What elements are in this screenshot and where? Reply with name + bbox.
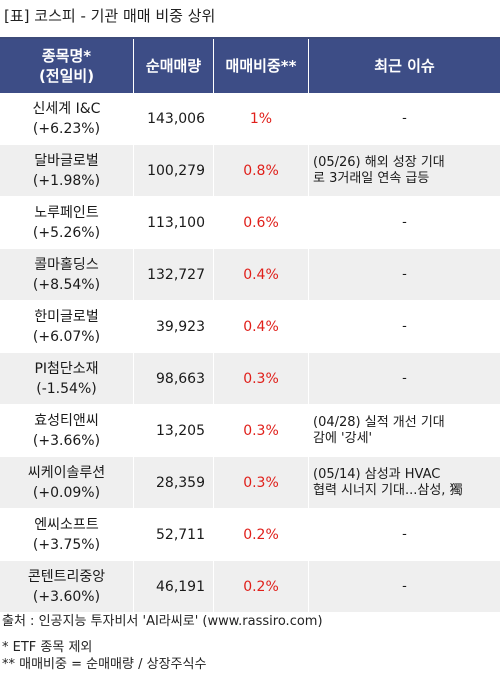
trade-ratio: 0.3% <box>214 353 309 404</box>
table-row: 신세계 I&C (+6.23%) 143,006 1% - <box>0 93 500 145</box>
trade-ratio: 0.4% <box>214 301 309 352</box>
net-volume: 143,006 <box>134 93 214 144</box>
stock-change: (+8.54%) <box>32 276 101 293</box>
stock-name-cell: 씨케이솔루션 (+0.09%) <box>0 457 134 508</box>
stock-name-cell: 효성티앤씨 (+3.66%) <box>0 405 134 456</box>
stock-name: 엔씨소프트 <box>34 516 99 533</box>
table-row: 달바글로벌 (+1.98%) 100,279 0.8% (05/26) 해외 성장 기대… <box>0 145 500 197</box>
table-row: 씨케이솔루션 (+0.09%) 28,359 0.3% (05/14) 삼성과 HVAC… <box>0 457 500 509</box>
stock-name-cell: 달바글로벌 (+1.98%) <box>0 145 134 196</box>
stock-change: (+3.75%) <box>32 536 101 553</box>
recent-issue: - <box>402 526 407 542</box>
stock-name: 콘텐트리중앙 <box>27 568 106 585</box>
stock-name: 달바글로벌 <box>34 152 99 169</box>
table-row: 노루페인트 (+5.26%) 113,100 0.6% - <box>0 197 500 249</box>
stock-change: (+0.09%) <box>32 484 101 501</box>
stock-name-cell: 콜마홀딩스 (+8.54%) <box>0 249 134 300</box>
stock-name: 씨케이솔루션 <box>27 464 106 481</box>
table-header: 종목명* (전일비) 순매매량 매매비중** 최근 이슈 <box>0 39 500 93</box>
source-note: 출처 : 인공지능 투자비서 'AI라씨로' (www.rassiro.com) <box>2 614 323 629</box>
trade-ratio: 0.8% <box>214 145 309 196</box>
recent-issue: - <box>402 578 407 594</box>
stock-change: (+5.26%) <box>32 224 101 241</box>
table-row: 엔씨소프트 (+3.75%) 52,711 0.2% - <box>0 509 500 561</box>
footnote-ratio: ** 매매비중 = 순매매량 / 상장주식수 <box>2 657 207 672</box>
trade-ratio: 0.2% <box>214 509 309 560</box>
stock-change: (+3.66%) <box>32 432 101 449</box>
stock-name-cell: 신세계 I&C (+6.23%) <box>0 93 134 144</box>
page-title: [표] 코스피 - 기관 매매 비중 상위 <box>4 7 216 25</box>
header-trade-ratio: 매매비중** <box>214 39 309 93</box>
table-row: PI첨단소재 (-1.54%) 98,663 0.3% - <box>0 353 500 405</box>
net-volume: 100,279 <box>134 145 214 196</box>
stock-name-cell: 노루페인트 (+5.26%) <box>0 197 134 248</box>
recent-issue[interactable]: (05/14) 삼성과 HVAC 협력 시너지 기대...삼성, 獨 <box>313 466 463 498</box>
trade-ratio: 0.6% <box>214 197 309 248</box>
institution-trading-table: 종목명* (전일비) 순매매량 매매비중** 최근 이슈 신세계 I&C (+6.… <box>0 37 500 613</box>
footnote-etf: * ETF 종목 제외 <box>2 640 93 655</box>
stock-name-cell: PI첨단소재 (-1.54%) <box>0 353 134 404</box>
stock-change: (-1.54%) <box>36 380 97 397</box>
recent-issue: - <box>402 318 407 334</box>
stock-change: (+3.60%) <box>32 588 101 605</box>
net-volume: 13,205 <box>134 405 214 456</box>
table-row: 콜마홀딩스 (+8.54%) 132,727 0.4% - <box>0 249 500 301</box>
trade-ratio: 1% <box>214 93 309 144</box>
recent-issue: - <box>402 266 407 282</box>
recent-issue: - <box>402 214 407 230</box>
recent-issue: - <box>402 110 407 126</box>
header-recent-issue: 최근 이슈 <box>374 57 435 75</box>
table-row: 콘텐트리중앙 (+3.60%) 46,191 0.2% - <box>0 561 500 613</box>
net-volume: 52,711 <box>134 509 214 560</box>
stock-name: PI첨단소재 <box>34 360 99 377</box>
net-volume: 28,359 <box>134 457 214 508</box>
trade-ratio: 0.3% <box>214 457 309 508</box>
stock-change: (+1.98%) <box>32 172 101 189</box>
recent-issue[interactable]: (04/28) 실적 개선 기대 감에 '강세' <box>313 414 445 446</box>
trade-ratio: 0.4% <box>214 249 309 300</box>
net-volume: 46,191 <box>134 561 214 612</box>
stock-name: 콜마홀딩스 <box>34 256 99 273</box>
stock-name-cell: 콘텐트리중앙 (+3.60%) <box>0 561 134 612</box>
net-volume: 113,100 <box>134 197 214 248</box>
table-row: 효성티앤씨 (+3.66%) 13,205 0.3% (04/28) 실적 개선 기대 … <box>0 405 500 457</box>
header-net-volume: 순매매량 <box>134 39 214 93</box>
table-body: 신세계 I&C (+6.23%) 143,006 1% - 달바글로벌 (+1.98%) 10… <box>0 93 500 613</box>
stock-name-cell: 엔씨소프트 (+3.75%) <box>0 509 134 560</box>
table-row: 한미글로벌 (+6.07%) 39,923 0.4% - <box>0 301 500 353</box>
recent-issue[interactable]: (05/26) 해외 성장 기대 로 3거래일 연속 급등 <box>313 154 445 186</box>
stock-name: 노루페인트 <box>34 204 99 221</box>
net-volume: 39,923 <box>134 301 214 352</box>
net-volume: 132,727 <box>134 249 214 300</box>
stock-name: 한미글로벌 <box>34 308 99 325</box>
header-stock-name-line1: 종목명* <box>41 47 92 65</box>
header-stock-name: 종목명* (전일비) <box>0 39 134 93</box>
stock-name: 신세계 I&C <box>32 100 101 117</box>
stock-change: (+6.07%) <box>32 328 101 345</box>
recent-issue: - <box>402 370 407 386</box>
header-stock-name-line2: (전일비) <box>38 67 95 85</box>
trade-ratio: 0.2% <box>214 561 309 612</box>
net-volume: 98,663 <box>134 353 214 404</box>
trade-ratio: 0.3% <box>214 405 309 456</box>
stock-change: (+6.23%) <box>32 120 101 137</box>
stock-name: 효성티앤씨 <box>34 412 99 429</box>
stock-name-cell: 한미글로벌 (+6.07%) <box>0 301 134 352</box>
